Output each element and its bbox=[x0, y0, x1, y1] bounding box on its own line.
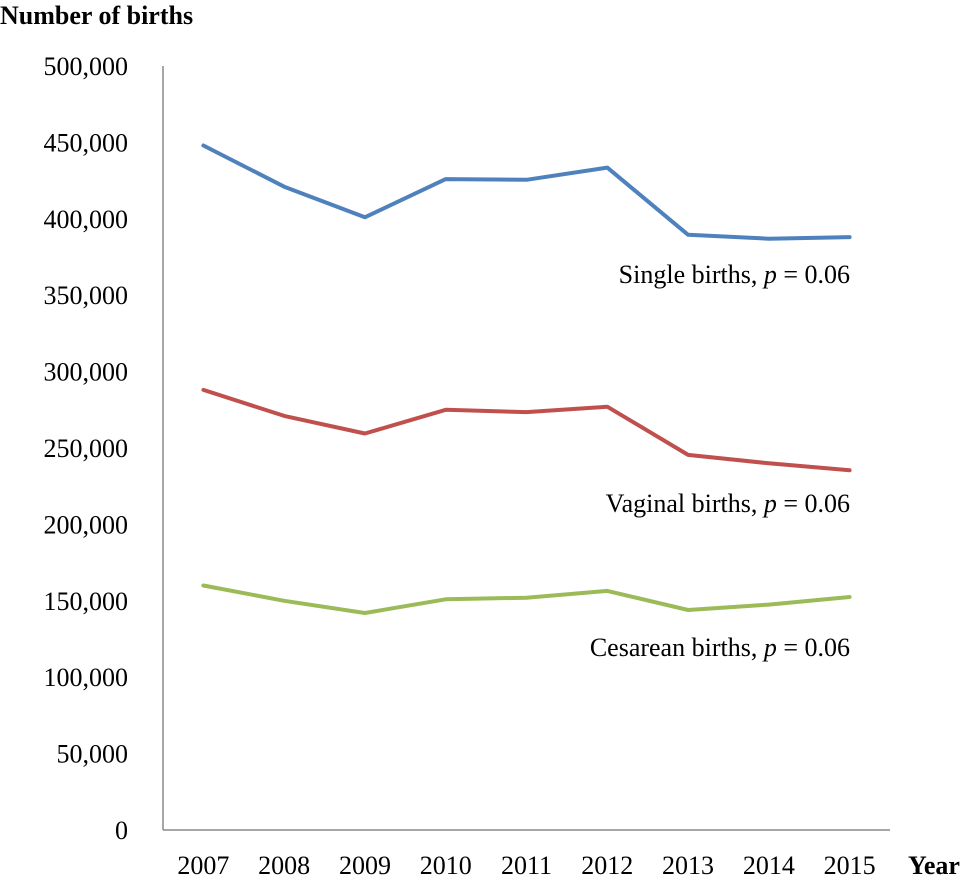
y-tick-label: 100,000 bbox=[44, 663, 129, 692]
x-tick-label: 2012 bbox=[581, 851, 633, 877]
x-tick-label: 2008 bbox=[258, 851, 310, 877]
y-tick-label: 500,000 bbox=[44, 52, 129, 81]
y-tick-labels: 0 50,000 100,000 150,000 200,000 250,000 300,0… bbox=[44, 52, 129, 845]
x-tick-label: 2010 bbox=[420, 851, 472, 877]
y-tick-label: 300,000 bbox=[44, 358, 129, 387]
x-tick-label: 2007 bbox=[177, 851, 229, 877]
series-lines bbox=[201, 143, 852, 615]
y-axis-title: Number of births bbox=[0, 1, 193, 30]
x-tick-label: 2015 bbox=[824, 851, 876, 877]
series-line-cesarean bbox=[201, 583, 852, 615]
x-axis-title: Year bbox=[908, 851, 960, 877]
y-tick-label: 50,000 bbox=[57, 740, 129, 769]
annotation-single-births: Single births, p = 0.06 bbox=[619, 260, 850, 289]
x-tick-label: 2013 bbox=[662, 851, 714, 877]
y-tick-label: 350,000 bbox=[44, 281, 129, 310]
y-tick-label: 450,000 bbox=[44, 128, 129, 157]
y-tick-label: 400,000 bbox=[44, 205, 129, 234]
annotation-vaginal-births: Vaginal births, p = 0.06 bbox=[606, 489, 850, 518]
y-tick-label: 200,000 bbox=[44, 510, 129, 539]
y-tick-label: 250,000 bbox=[44, 434, 129, 463]
x-tick-label: 2011 bbox=[501, 851, 552, 877]
series-line-single bbox=[201, 143, 852, 241]
annotation-cesarean-births: Cesarean births, p = 0.06 bbox=[590, 633, 850, 662]
series-line-vaginal bbox=[201, 387, 852, 473]
x-tick-label: 2009 bbox=[339, 851, 391, 877]
x-tick-labels: 2007 2008 2009 2010 2011 2012 2013 2014 2015 bbox=[177, 851, 875, 877]
y-tick-label: 150,000 bbox=[44, 587, 129, 616]
y-tick-label: 0 bbox=[115, 816, 128, 845]
x-tick-label: 2014 bbox=[743, 851, 795, 877]
